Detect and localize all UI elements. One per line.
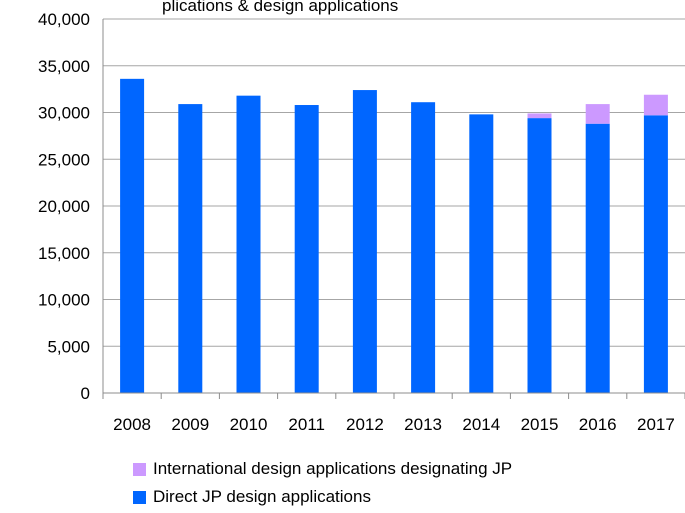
bar-international-2015 <box>527 113 552 119</box>
x-tick-label: 2015 <box>521 415 559 434</box>
x-tick-label: 2016 <box>579 415 617 434</box>
y-tick-label: 0 <box>81 384 90 403</box>
y-tick-label: 20,000 <box>38 197 90 216</box>
bar-international-2016 <box>585 104 610 124</box>
bar-direct-2016 <box>585 123 610 393</box>
bar-direct-2009 <box>178 104 203 394</box>
x-tick-label: 2011 <box>288 415 325 434</box>
x-tick-labels: 2008 2009 2010 2011 2012 2013 2014 2015 2016 2017 <box>113 415 675 434</box>
legend-label-international: International design applications design… <box>153 459 513 478</box>
x-tick-label: 2010 <box>230 415 268 434</box>
bar-direct-2013 <box>411 102 436 393</box>
legend-swatch-international <box>133 462 146 476</box>
bar-direct-2011 <box>294 105 319 394</box>
x-tick-label: 2013 <box>404 415 442 434</box>
legend-item-direct: Direct JP design applications <box>133 483 512 511</box>
chart-title: plications & design applications <box>162 0 398 15</box>
legend-swatch-direct <box>133 490 146 504</box>
bar-direct-2010 <box>236 95 261 394</box>
x-tick-label: 2008 <box>113 415 151 434</box>
legend-item-international: International design applications design… <box>133 455 512 483</box>
legend: International design applications design… <box>133 455 512 511</box>
stacked-bar-chart: plications & design applications 0 5,000 1… <box>38 0 685 434</box>
y-tick-label: 25,000 <box>38 150 90 169</box>
bar-direct-2008 <box>120 78 145 393</box>
bars <box>120 78 668 394</box>
bar-direct-2015 <box>527 118 552 394</box>
y-tick-label: 10,000 <box>38 291 90 310</box>
y-tick-label: 15,000 <box>38 244 90 263</box>
y-tick-label: 40,000 <box>38 10 90 29</box>
axes <box>102 19 685 399</box>
bar-direct-2014 <box>469 114 494 394</box>
bar-international-2017 <box>643 94 668 116</box>
bar-direct-2012 <box>352 90 377 393</box>
x-tick-label: 2017 <box>637 415 675 434</box>
x-tick-label: 2014 <box>462 415 500 434</box>
x-tick-label: 2012 <box>346 415 384 434</box>
y-tick-label: 5,000 <box>47 337 90 356</box>
y-tick-label: 35,000 <box>38 57 90 76</box>
y-tick-labels: 0 5,000 10,000 15,000 20,000 25,000 30,000 35,0… <box>38 10 90 403</box>
x-tick-label: 2009 <box>171 415 209 434</box>
legend-label-direct: Direct JP design applications <box>153 487 371 506</box>
y-tick-label: 30,000 <box>38 104 90 123</box>
bar-direct-2017 <box>643 115 668 394</box>
